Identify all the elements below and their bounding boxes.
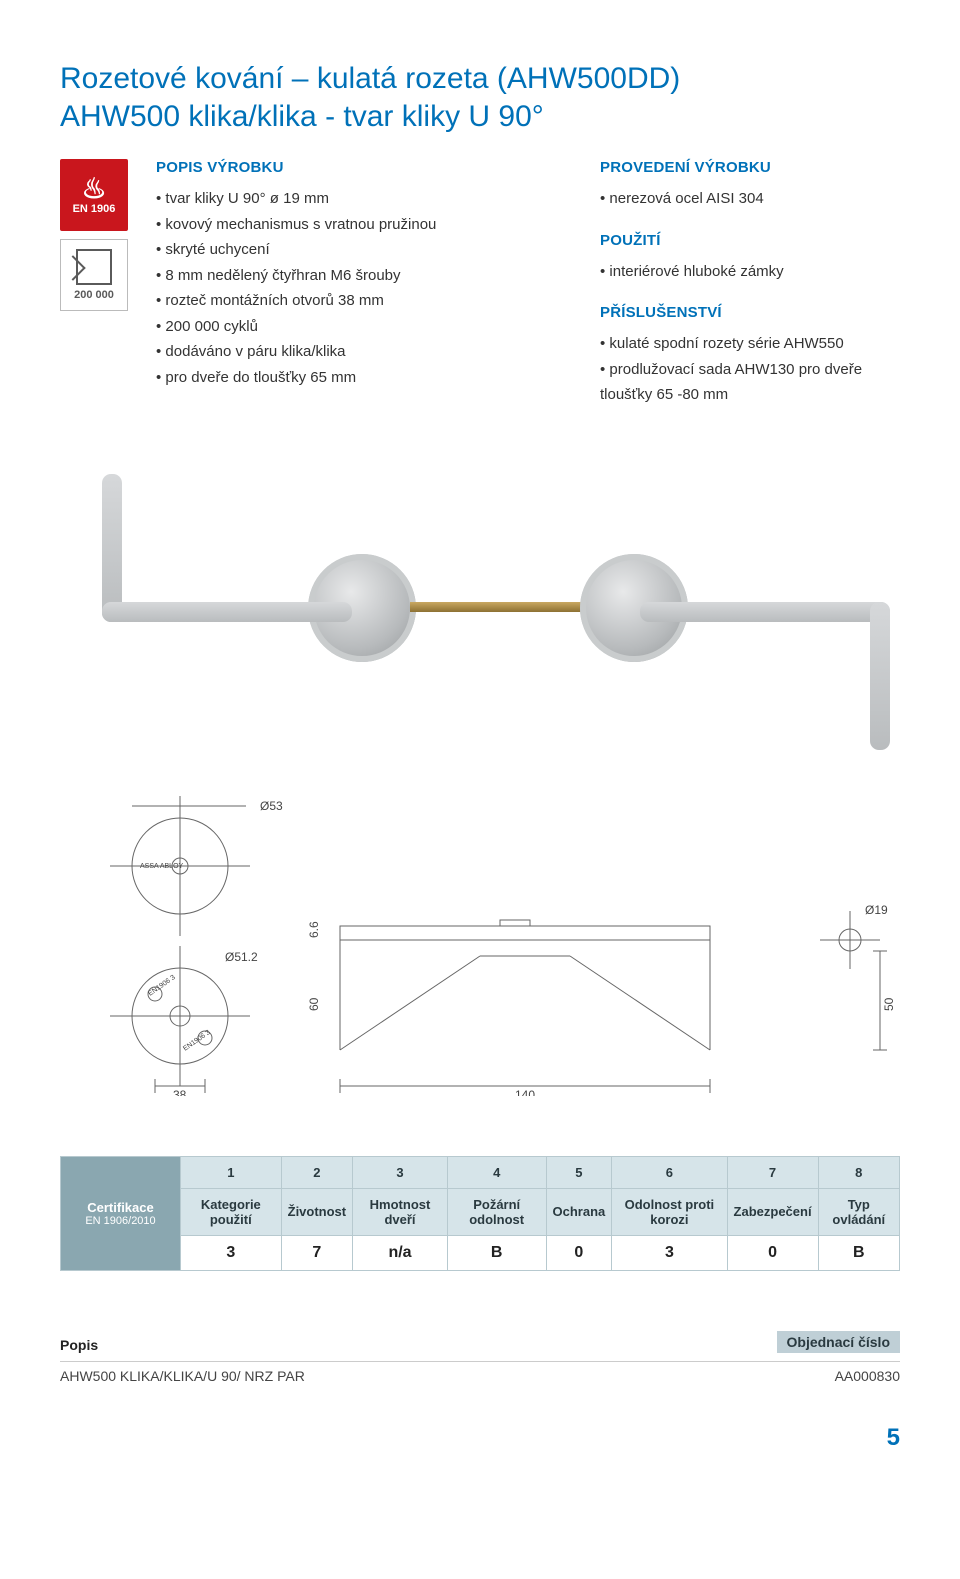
dim-d19: Ø19	[865, 903, 888, 917]
order-desc: AHW500 KLIKA/KLIKA/U 90/ NRZ PAR	[60, 1368, 305, 1384]
order-popis-h: Popis	[60, 1337, 98, 1353]
cert-header: Zabezpečení	[727, 1188, 818, 1235]
order-row: AHW500 KLIKA/KLIKA/U 90/ NRZ PAR AA00083…	[60, 1361, 900, 1384]
flame-icon: ♨	[81, 175, 106, 203]
title-line2: AHW500 klika/klika - tvar kliky U 90°	[60, 100, 544, 133]
cert-label-cell: Certifikace EN 1906/2010	[61, 1156, 181, 1270]
dim-h50: 50	[882, 997, 896, 1011]
cert-value: 7	[281, 1235, 353, 1270]
cert-num: 4	[447, 1156, 546, 1188]
list-item: kovový mechanismus s vratnou pružinou	[156, 212, 572, 238]
list-item: 200 000 cyklů	[156, 314, 572, 340]
cert-num: 5	[546, 1156, 612, 1188]
list-item: tvar kliky U 90° ø 19 mm	[156, 186, 572, 212]
cert-value: B	[447, 1235, 546, 1270]
cert-num: 3	[353, 1156, 448, 1188]
dim-w140: 140	[515, 1088, 535, 1096]
cycles-badge: 200 000	[60, 239, 128, 311]
page-title: Rozetové kování – kulatá rozeta (AHW500D…	[60, 60, 900, 135]
list-item: rozteč montážních otvorů 38 mm	[156, 288, 572, 314]
list-item: dodáváno v páru klika/klika	[156, 339, 572, 365]
list-item: interiérové hluboké zámky	[600, 259, 900, 285]
order-header: Popis Objednací číslo	[60, 1331, 900, 1353]
cert-value: n/a	[353, 1235, 448, 1270]
dim-d53: Ø53	[260, 799, 283, 813]
cycles-badge-label: 200 000	[74, 289, 114, 301]
pouziti-heading: POUŽITÍ	[600, 232, 900, 249]
fire-badge-label: EN 1906	[73, 203, 116, 215]
product-photo	[60, 426, 900, 766]
list-item: 8 mm nedělený čtyřhran M6 šrouby	[156, 263, 572, 289]
technical-diagram: Ø53 Ø51.2 EN1906 3 EN1906 3 ASSA ABLOY 3…	[60, 796, 900, 1116]
cert-value: 3	[181, 1235, 282, 1270]
cert-header: Odolnost proti korozi	[612, 1188, 727, 1235]
page-number: 5	[60, 1424, 900, 1452]
list-item: kulaté spodní rozety série AHW550	[600, 331, 900, 357]
cert-num: 6	[612, 1156, 727, 1188]
door-icon	[76, 249, 112, 285]
dim-h66: 6.6	[307, 920, 321, 937]
cert-header: Kategorie použití	[181, 1188, 282, 1235]
cert-label: Certifikace	[87, 1200, 153, 1215]
cert-num: 2	[281, 1156, 353, 1188]
cert-value: B	[818, 1235, 899, 1270]
dim-w38: 38	[173, 1088, 187, 1096]
order-obj-h: Objednací číslo	[777, 1331, 900, 1353]
cert-header: Typ ovládání	[818, 1188, 899, 1235]
popis-list: tvar kliky U 90° ø 19 mm kovový mechanis…	[156, 186, 572, 390]
cert-header: Životnost	[281, 1188, 353, 1235]
cert-num: 1	[181, 1156, 282, 1188]
title-line1: Rozetové kování – kulatá rozeta (AHW500D…	[60, 62, 680, 95]
cert-value: 3	[612, 1235, 727, 1270]
fire-badge: ♨ EN 1906	[60, 159, 128, 231]
cert-value: 0	[727, 1235, 818, 1270]
cert-num: 7	[727, 1156, 818, 1188]
dim-logo: ASSA ABLOY	[140, 863, 184, 870]
cert-header: Hmotnost dveří	[353, 1188, 448, 1235]
cert-num: 8	[818, 1156, 899, 1188]
prislusenstvi-heading: PŘÍSLUŠENSTVÍ	[600, 304, 900, 321]
dim-h60: 60	[307, 997, 321, 1011]
cert-header: Ochrana	[546, 1188, 612, 1235]
list-item: skryté uchycení	[156, 237, 572, 263]
cert-value: 0	[546, 1235, 612, 1270]
prislusenstvi-list: kulaté spodní rozety série AHW550 prodlu…	[600, 331, 900, 408]
provedeni-list: nerezová ocel AISI 304	[600, 186, 900, 212]
certification-table: Certifikace EN 1906/2010 1 2 3 4 5 6 7 8…	[60, 1156, 900, 1271]
provedeni-heading: PROVEDENÍ VÝROBKU	[600, 159, 900, 176]
list-item: nerezová ocel AISI 304	[600, 186, 900, 212]
badges-col: ♨ EN 1906 200 000	[60, 159, 128, 408]
pouziti-list: interiérové hluboké zámky	[600, 259, 900, 285]
order-code: AA000830	[835, 1368, 900, 1384]
list-item: prodlužovací sada AHW130 pro dveře tlouš…	[600, 357, 900, 408]
list-item: pro dveře do tloušťky 65 mm	[156, 365, 572, 391]
cert-header: Požární odolnost	[447, 1188, 546, 1235]
popis-heading: POPIS VÝROBKU	[156, 159, 572, 176]
dim-d512: Ø51.2	[225, 950, 258, 964]
cert-sublabel: EN 1906/2010	[67, 1215, 174, 1227]
dim-en2: EN1906 3	[182, 1028, 212, 1052]
